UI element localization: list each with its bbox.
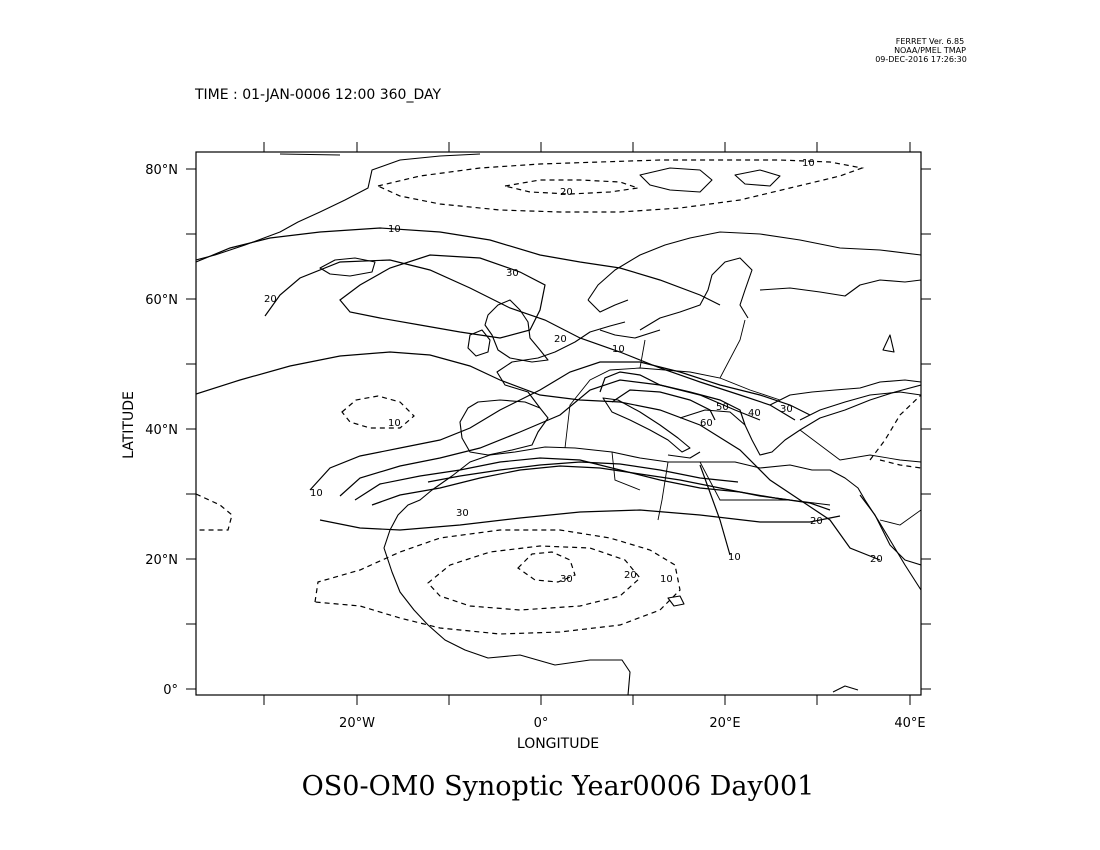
x-axis-label: LONGITUDE [517,736,599,752]
y-tick-label: 40°N [145,423,178,438]
contour-label: 10 [388,418,401,429]
figure-title: OS0-OM0 Synoptic Year0006 Day001 [302,771,815,802]
y-tick-label: 20°N [145,553,178,568]
y-tick-label: 0° [163,683,178,698]
coastlines [196,153,921,695]
contour-label: 30 [456,508,469,519]
contour-label: 10 [612,344,625,355]
contour-label: 30 [506,268,519,279]
x-tick-label: 20°E [709,716,740,731]
contour-label: 10 [310,488,323,499]
contour-label: 30 [780,404,793,415]
y-tick-label: 80°N [145,163,178,178]
contour-label: 30 [560,574,573,585]
x-tick-label: 40°E [894,716,925,731]
contour-label: 10 [660,574,673,585]
plot-timestamp: 09-DEC-2016 17:26:30 [875,55,967,64]
y-tick-label: 60°N [145,293,178,308]
contour-label: 60 [700,418,713,429]
contour-label: 10 [802,158,815,169]
time-label: TIME : 01-JAN-0006 12:00 360_DAY [194,87,441,103]
contour-labels: 10 20 10 30 20 20 10 10 10 30 50 40 30 6… [264,158,883,585]
contour-label: 10 [388,224,401,235]
axis-ticks [186,142,931,705]
contour-label: 20 [624,570,637,581]
contour-label: 40 [748,408,761,419]
organization: NOAA/PMEL TMAP [894,46,966,55]
contour-label: 20 [810,516,823,527]
x-tick-label: 0° [534,716,549,731]
contour-label: 20 [560,187,573,198]
contour-label: 10 [728,552,741,563]
x-tick-label: 20°W [339,716,375,731]
software-version: FERRET Ver. 6.85 [896,37,964,46]
plot-frame [195,151,922,696]
contour-label: 20 [264,294,277,305]
positive-contours [196,227,881,561]
contour-label: 20 [554,334,567,345]
y-axis-label: LATITUDE [121,391,137,459]
contour-label: 20 [870,554,883,565]
negative-contours [196,159,921,635]
contour-label: 50 [716,402,729,413]
